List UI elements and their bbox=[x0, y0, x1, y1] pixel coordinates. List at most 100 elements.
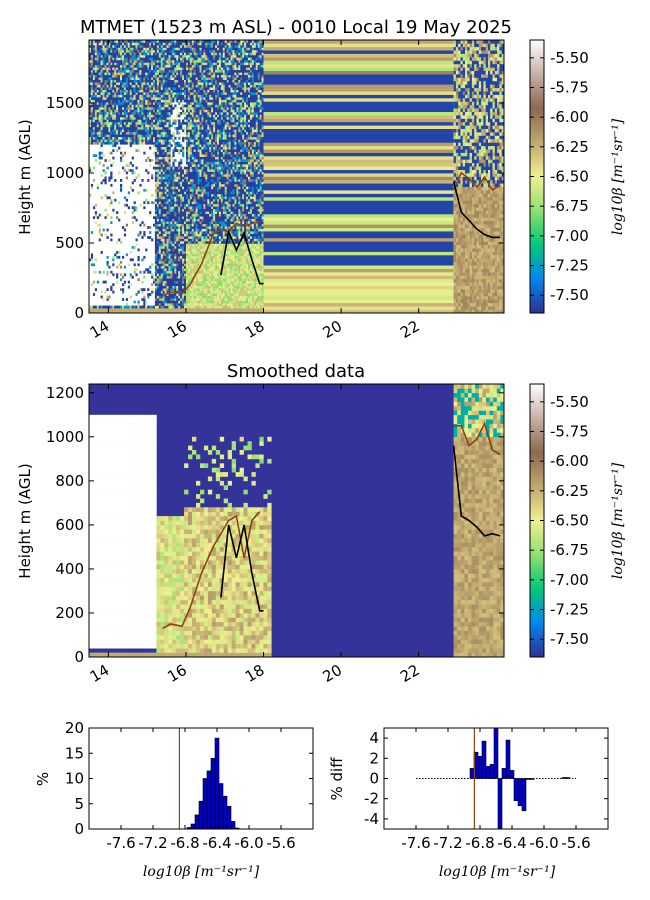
heatmap-cell bbox=[102, 112, 105, 115]
heatmap-cell bbox=[168, 97, 171, 100]
heatmap-cell bbox=[197, 231, 200, 234]
heatmap-cell bbox=[172, 99, 175, 103]
heatmap-cell bbox=[178, 40, 181, 43]
heatmap-cell bbox=[141, 104, 144, 108]
heatmap-cell bbox=[135, 82, 138, 85]
heatmap-cell bbox=[104, 179, 107, 182]
heatmap-cell bbox=[156, 169, 160, 172]
heatmap-cell bbox=[174, 40, 177, 43]
heatmap-cell bbox=[203, 213, 206, 217]
heatmap-cell bbox=[104, 72, 107, 76]
heatmap-cell bbox=[127, 114, 130, 118]
heatmap-cell bbox=[180, 191, 183, 195]
heatmap-cell bbox=[189, 164, 192, 167]
heatmap-cell bbox=[182, 283, 185, 286]
heatmap-cell bbox=[135, 97, 138, 100]
heatmap-cell bbox=[147, 59, 150, 63]
heatmap-cell bbox=[156, 42, 160, 46]
heatmap-cell bbox=[203, 99, 206, 103]
heatmap-cell bbox=[199, 139, 202, 143]
heatmap-cell bbox=[149, 159, 152, 162]
heatmap-cell bbox=[201, 243, 204, 247]
heatmap-cell bbox=[137, 69, 140, 73]
heatmap-cell bbox=[197, 275, 200, 279]
heatmap-cell bbox=[186, 198, 189, 202]
heatmap-cell bbox=[166, 263, 169, 267]
heatmap-cell bbox=[207, 54, 210, 58]
heatmap-cell bbox=[184, 208, 187, 212]
heatmap-cell bbox=[112, 129, 115, 133]
heatmap-cell bbox=[118, 82, 121, 85]
heatmap-cell bbox=[176, 52, 179, 56]
heatmap-cell bbox=[186, 196, 189, 200]
heatmap-cell bbox=[158, 248, 161, 252]
heatmap-cell bbox=[129, 62, 132, 66]
heatmap-cell bbox=[116, 119, 119, 123]
heatmap-cell bbox=[209, 186, 212, 190]
heatmap-cell bbox=[102, 94, 105, 98]
heatmap-cell bbox=[129, 305, 132, 309]
heatmap-cell bbox=[207, 263, 210, 267]
heatmap-cell bbox=[178, 290, 181, 294]
heatmap-cell bbox=[145, 136, 148, 140]
heatmap-cell bbox=[110, 114, 113, 118]
heatmap-cell bbox=[164, 84, 167, 88]
heatmap-cell bbox=[199, 166, 202, 170]
heatmap-cell bbox=[193, 99, 196, 103]
heatmap-cell bbox=[197, 136, 200, 140]
heatmap-cell bbox=[122, 124, 125, 128]
heatmap-cell bbox=[164, 45, 167, 48]
heatmap-cell bbox=[189, 176, 192, 180]
heatmap-cell bbox=[156, 114, 160, 118]
heatmap-cell bbox=[168, 87, 171, 90]
heatmap-cell bbox=[116, 136, 119, 140]
heatmap-cell bbox=[149, 119, 152, 123]
heatmap-cell bbox=[191, 231, 194, 234]
heatmap-cell bbox=[141, 288, 144, 291]
heatmap-cell bbox=[153, 52, 156, 56]
heatmap-cell bbox=[106, 305, 109, 309]
heatmap-cell bbox=[125, 131, 128, 135]
heatmap-cell bbox=[166, 126, 169, 130]
heatmap-cell bbox=[207, 253, 210, 257]
heatmap-cell bbox=[127, 112, 130, 115]
heatmap-cell bbox=[187, 278, 191, 282]
heatmap-cell bbox=[197, 308, 200, 311]
heatmap-cell bbox=[110, 109, 113, 113]
heatmap-cell bbox=[193, 293, 196, 296]
heatmap-cell bbox=[110, 52, 113, 56]
heatmap-cell bbox=[125, 99, 128, 103]
heatmap-cell bbox=[197, 300, 200, 304]
heatmap-cell bbox=[189, 59, 192, 63]
heatmap-cell bbox=[166, 193, 169, 197]
heatmap-cell bbox=[193, 285, 196, 289]
heatmap-cell bbox=[189, 109, 192, 113]
heatmap-cell bbox=[180, 188, 183, 192]
heatmap-cell bbox=[195, 77, 198, 80]
heatmap-cell bbox=[187, 193, 191, 197]
heatmap-cell bbox=[116, 67, 119, 71]
heatmap-cell bbox=[195, 92, 198, 95]
heatmap-cell bbox=[180, 228, 183, 232]
heatmap-cell bbox=[191, 241, 194, 244]
heatmap-cell bbox=[162, 129, 165, 133]
heatmap-cell bbox=[120, 136, 123, 140]
heatmap-cell bbox=[162, 107, 165, 110]
heatmap-cell bbox=[122, 131, 125, 135]
heatmap-cell bbox=[158, 134, 161, 138]
heatmap-cell bbox=[131, 126, 134, 130]
heatmap-cell bbox=[108, 84, 111, 88]
heatmap-cell bbox=[123, 139, 127, 143]
heatmap-cell bbox=[162, 149, 165, 152]
heatmap-cell bbox=[100, 42, 103, 46]
heatmap-cell bbox=[100, 104, 103, 108]
heatmap-cell bbox=[164, 248, 167, 252]
heatmap-cell bbox=[104, 176, 107, 180]
heatmap-cell bbox=[158, 72, 161, 76]
heatmap-cell bbox=[184, 258, 187, 262]
heatmap-cell bbox=[176, 193, 179, 197]
heatmap-cell bbox=[168, 116, 171, 120]
heatmap-cell bbox=[156, 290, 160, 294]
heatmap-cell bbox=[182, 223, 185, 227]
heatmap-cell bbox=[201, 221, 204, 224]
